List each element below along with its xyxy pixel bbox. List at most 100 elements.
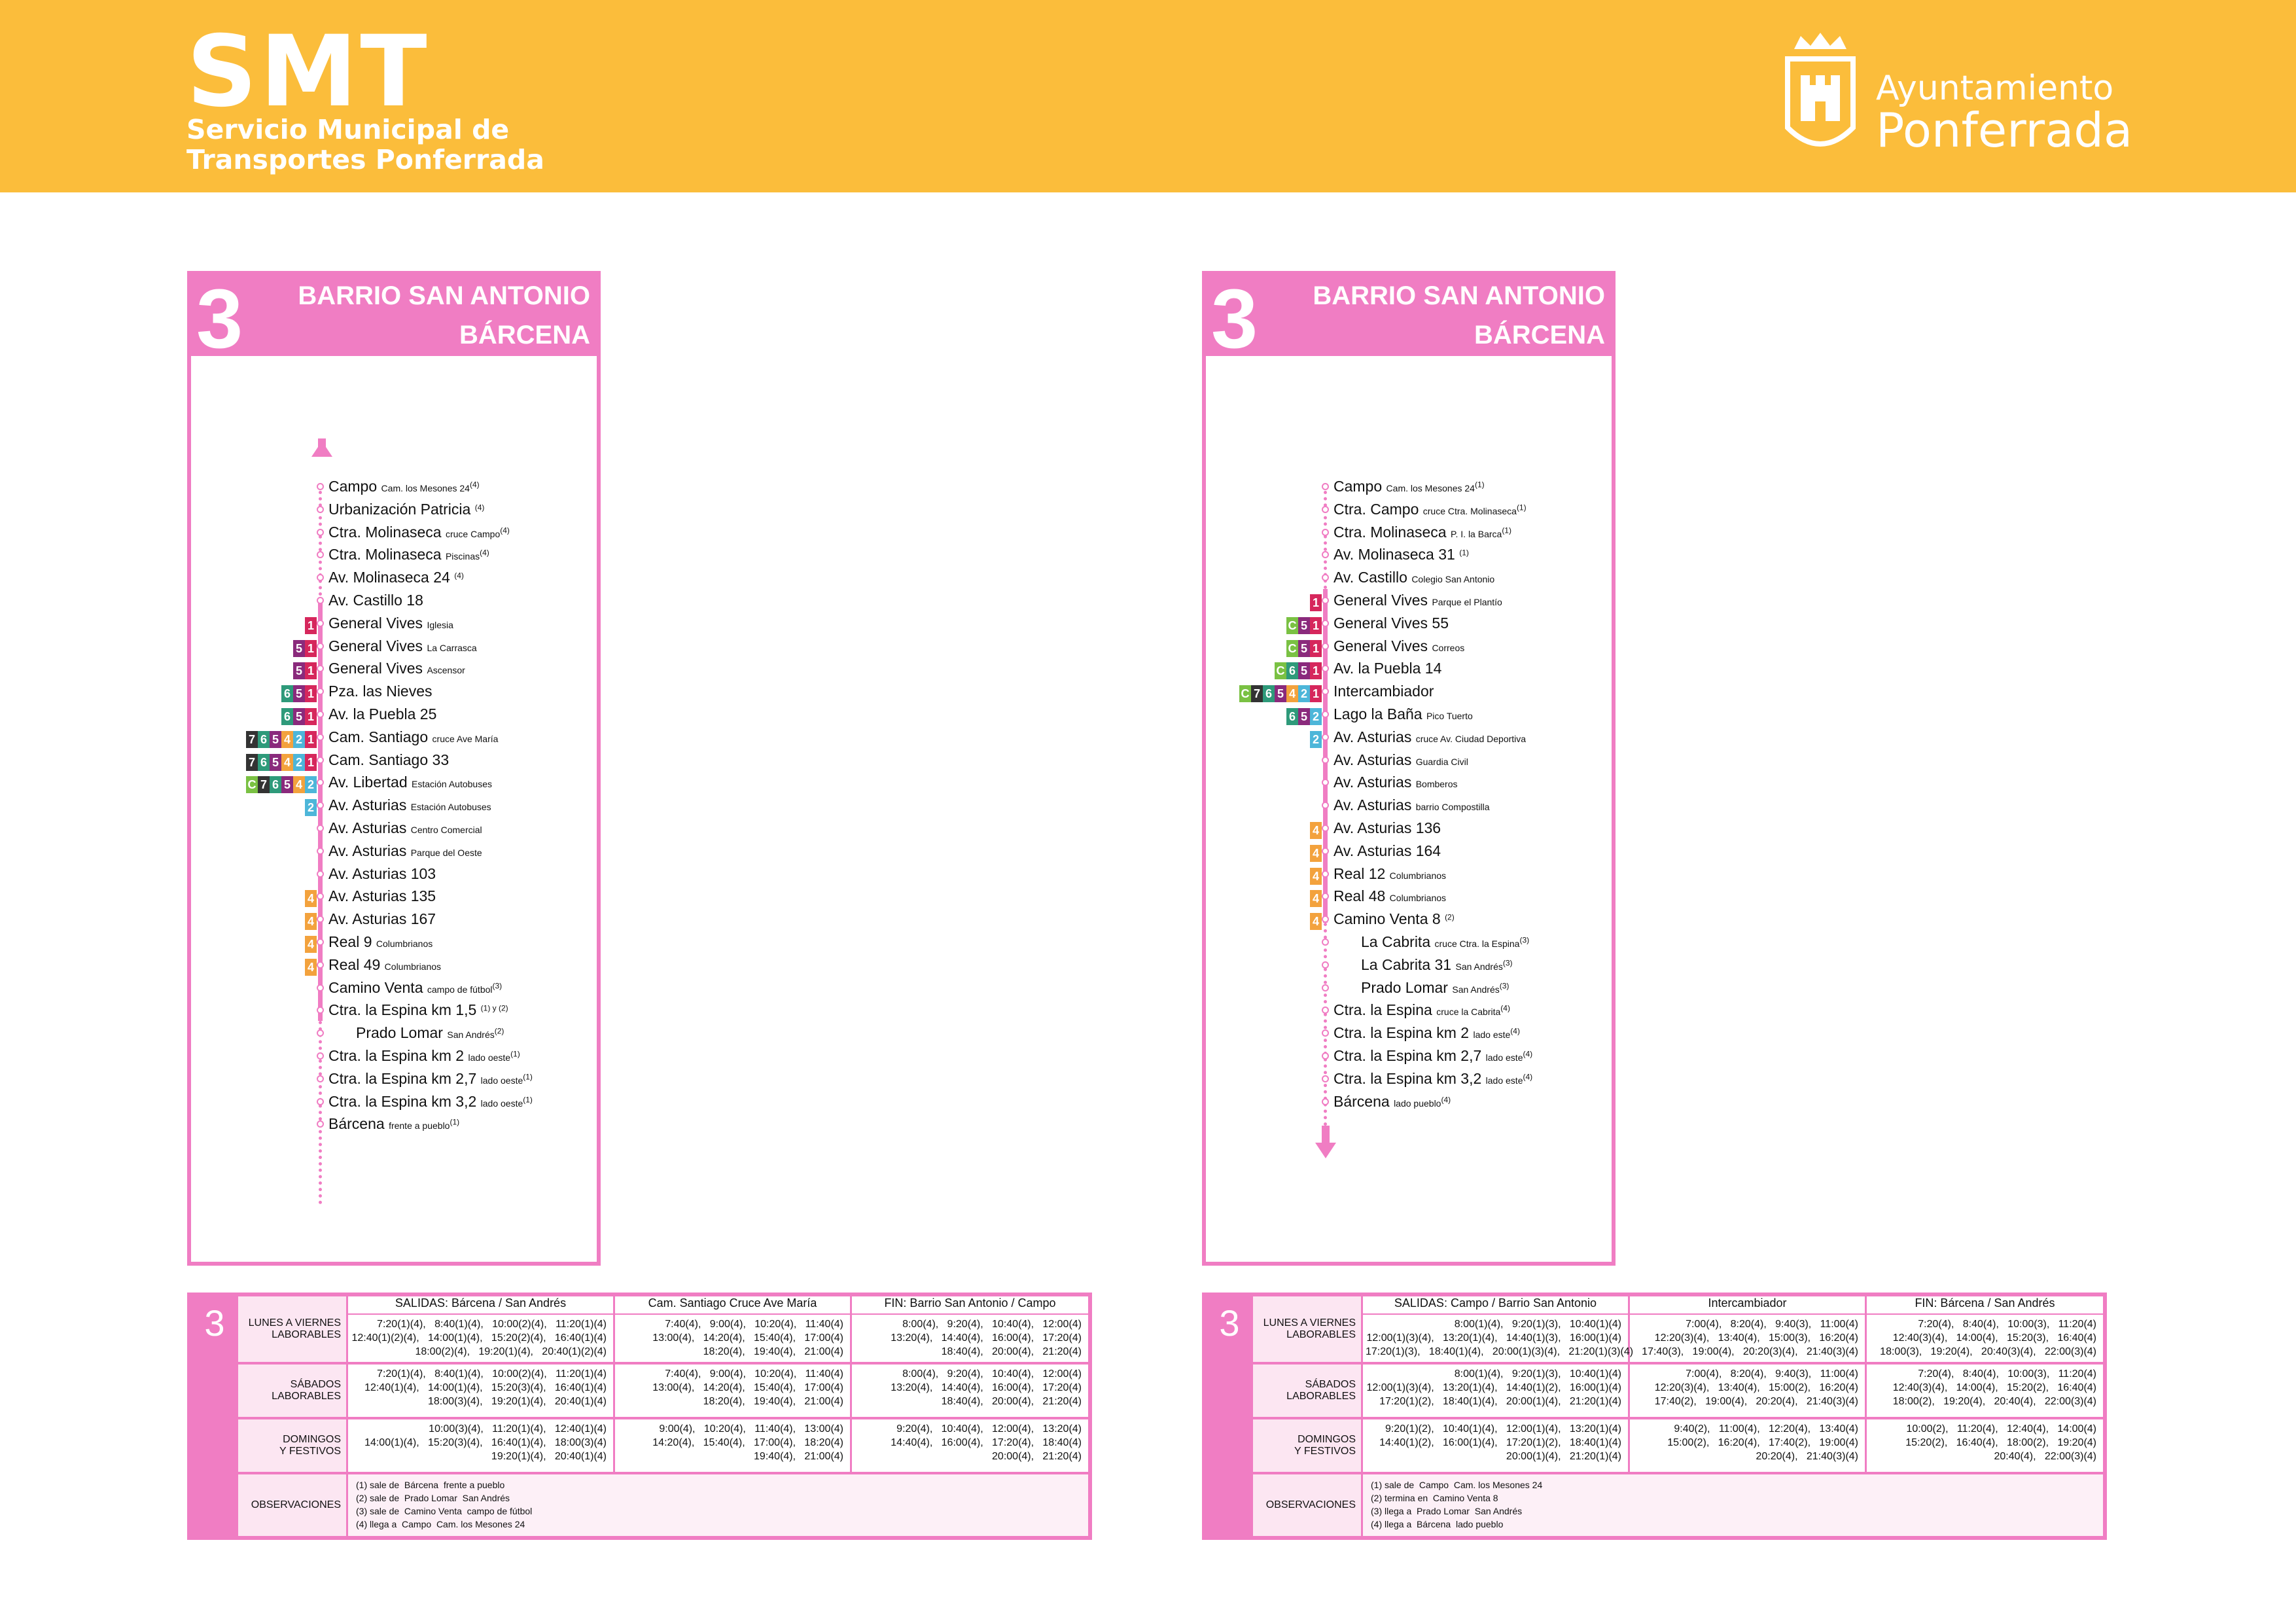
timetable-number: 3 xyxy=(191,1296,238,1536)
stop-marker xyxy=(1322,688,1329,696)
stop-name: Av. Asturias xyxy=(1333,796,1416,814)
stop-item: Ctra. la Espina km 2,7 lado oeste(1) xyxy=(328,1070,533,1092)
stop-marker xyxy=(317,1007,324,1014)
stop-marker xyxy=(317,733,324,741)
stop-name: La Cabrita 31 xyxy=(1361,955,1456,973)
stop-marker xyxy=(1322,825,1329,832)
row-label: SÁBADOS LABORABLES xyxy=(1253,1364,1363,1417)
stop-name: Ctra. la Espina km 2,7 xyxy=(328,1069,481,1087)
stop-marker xyxy=(1322,1075,1329,1082)
stop-item: Ctra. la Espina km 1,5 (1) y (2) xyxy=(328,1001,508,1024)
times-cell: 9:00(4), 10:20(4), 11:40(4), 13:00(4) 14… xyxy=(615,1419,852,1472)
stop-name: Prado Lomar xyxy=(356,1024,448,1042)
stop-marker xyxy=(1322,711,1329,718)
line-chips: 4 xyxy=(1310,913,1322,931)
line-chip: 6 xyxy=(1286,662,1298,680)
times-cell: 7:20(4), 8:40(4), 10:00(3), 11:20(4) 12:… xyxy=(1880,1319,2096,1357)
row-saturdays: SÁBADOS LABORABLES 7:20(1)(4), 8:40(1)(4… xyxy=(238,1364,1088,1419)
line-chip: C xyxy=(1239,685,1251,703)
stop-detail: Estación Autobuses xyxy=(412,779,492,790)
stop-detail: Columbrianos xyxy=(1389,893,1447,904)
stop-item: Av. Asturias Guardia Civil xyxy=(1333,751,1468,774)
stop-note: (4) xyxy=(1510,1026,1520,1036)
stop-item: Ctra. Molinaseca Piscinas(4) xyxy=(328,546,489,568)
line-chips: 1 xyxy=(305,616,317,634)
col-header-salidas: SALIDAS: Campo / Barrio San Antonio xyxy=(1363,1296,1630,1315)
stop-marker xyxy=(1322,597,1329,604)
stop-marker xyxy=(317,597,324,604)
line-chip: 5 xyxy=(270,753,281,771)
stop-name: Lago la Baña xyxy=(1333,705,1426,722)
stop-marker xyxy=(1322,505,1329,513)
right-panel-header: 3 BARRIO SAN ANTONIO BÁRCENA xyxy=(1206,272,1612,366)
stop-name: Campo xyxy=(1333,478,1386,495)
stop-marker xyxy=(317,528,324,536)
stop-name: Ctra. Molinaseca xyxy=(328,546,446,563)
stop-marker xyxy=(1322,870,1329,878)
stop-marker xyxy=(1322,1007,1329,1014)
stop-note: (2) xyxy=(494,1026,504,1036)
stop-item: Campo Cam. los Mesones 24(4) xyxy=(328,478,480,500)
stop-detail: cruce la Cabrita xyxy=(1436,1007,1501,1018)
line-chips: 4 xyxy=(305,958,317,976)
row-weekdays: LUNES A VIERNES LABORABLES 7:20(1)(4), 8… xyxy=(238,1296,1088,1364)
line-chip: 1 xyxy=(305,639,317,657)
stop-item: La Cabrita 31 San Andrés(3) xyxy=(1361,956,1513,978)
stop-note: (1) xyxy=(510,1049,520,1059)
stop-name: Camino Venta xyxy=(328,978,427,996)
stop-item: Urbanización Patricia (4) xyxy=(328,501,484,523)
stop-detail: frente a pueblo xyxy=(389,1120,450,1132)
stop-name: Cam. Santiago 33 xyxy=(328,751,450,768)
line-chip: 5 xyxy=(270,730,281,748)
stop-name: General Vives xyxy=(1333,592,1432,609)
stop-item: General Vives Parque el Plantío xyxy=(1333,592,1502,614)
stop-detail: Columbrianos xyxy=(384,961,442,972)
stop-marker xyxy=(317,893,324,901)
stop-item: Av. Asturias Estación Autobuses xyxy=(328,796,491,819)
stop-note: (2) xyxy=(1445,912,1455,922)
times-cell: 10:00(3)(4), 11:20(1)(4), 12:40(1)(4) 14… xyxy=(348,1419,615,1472)
line-chip: 1 xyxy=(1310,685,1322,703)
stop-name: Real 12 xyxy=(1333,865,1390,882)
stop-name: General Vives xyxy=(1333,637,1432,654)
stop-detail: cruce Ctra. Molinaseca xyxy=(1422,505,1517,516)
stop-detail: lado este xyxy=(1473,1029,1511,1041)
line-chips: 4 xyxy=(305,936,317,953)
times-cell: 8:00(4), 9:20(4), 10:40(4), 12:00(4) 13:… xyxy=(891,1368,1082,1407)
stop-name: Ctra. la Espina km 1,5 xyxy=(328,1001,481,1019)
stop-detail: cruce Ave María xyxy=(432,733,499,744)
stop-name: Av. la Puebla 14 xyxy=(1333,660,1442,677)
stop-item: Av. la Puebla 14 xyxy=(1333,660,1441,682)
line-chip: 2 xyxy=(305,799,317,817)
stop-detail: Columbrianos xyxy=(376,938,433,949)
route-number: 3 xyxy=(1211,272,1258,366)
line-chip: 1 xyxy=(1310,594,1322,611)
line-chips: 4 xyxy=(1310,890,1322,908)
line-chip: 2 xyxy=(305,776,317,794)
row-label: SÁBADOS LABORABLES xyxy=(238,1364,348,1417)
times-cell: 8:00(1)(4), 9:20(1)(3), 10:40(1)(4) 12:0… xyxy=(1363,1315,1633,1362)
line-chip: 5 xyxy=(1298,708,1310,725)
stop-marker xyxy=(317,779,324,787)
stop-item: Ctra. la Espina km 2 lado oeste(1) xyxy=(328,1047,520,1069)
line-chip: 2 xyxy=(293,730,305,748)
stop-name: Av. Asturias xyxy=(1333,728,1416,745)
stop-marker xyxy=(1322,916,1329,923)
stop-note: (4) xyxy=(500,526,510,535)
line-chip: 4 xyxy=(281,753,293,771)
left-panel-header: 3 BARRIO SAN ANTONIO BÁRCENA xyxy=(191,272,597,366)
stop-name: General Vives xyxy=(328,637,427,654)
ponferrada-text: Ponferrada xyxy=(1876,103,2133,158)
stop-note: (3) xyxy=(492,981,503,991)
stop-marker xyxy=(317,551,324,559)
row-label: OBSERVACIONES xyxy=(238,1474,348,1536)
observations-text: (1) sale de Campo Cam. los Mesones 24 (2… xyxy=(1371,1480,1543,1529)
col-header-salidas: SALIDAS: Bárcena / San Andrés xyxy=(348,1296,615,1315)
line-chip: 1 xyxy=(305,708,317,725)
stop-name: Ctra. la Espina km 2 xyxy=(1333,1024,1474,1042)
